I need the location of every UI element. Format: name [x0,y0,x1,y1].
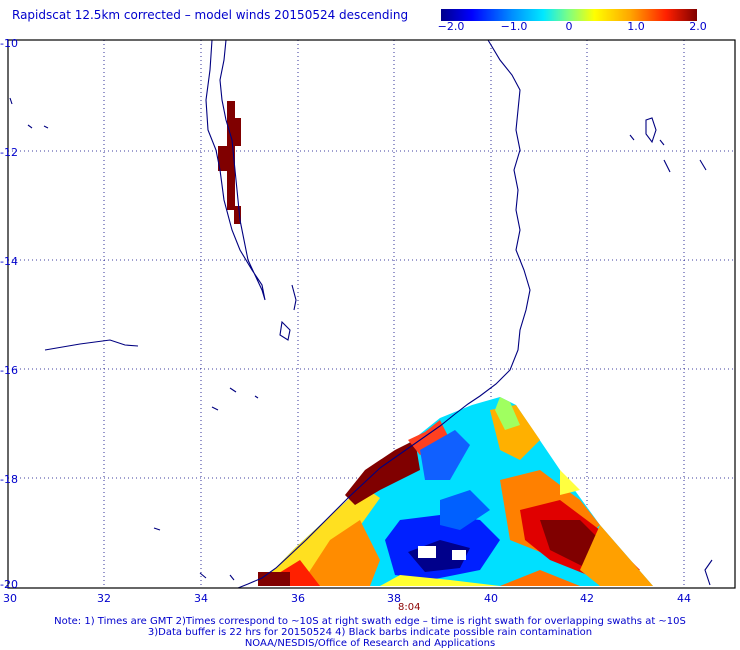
wind-diff-swath [258,397,653,586]
swath-time-label: 8:04 [398,602,421,613]
colorbar-label: 0 [565,20,573,33]
colorbar-label: −2.0 [437,20,465,33]
lon-label: 34 [194,592,208,605]
lon-label: 30 [3,592,17,605]
lat-label: -12 [0,146,18,159]
colorbar-label: 1.0 [627,20,645,33]
lon-label: 44 [677,592,691,605]
lon-label: 38 [387,592,401,605]
lon-label: 42 [580,592,594,605]
note-line-2: 3)Data buffer is 22 hrs for 20150524 4) … [147,627,593,638]
colorbar-label: 2.0 [689,20,707,33]
colorbar-label: −1.0 [500,20,528,33]
map-title: Rapidscat 12.5km corrected – model winds… [12,8,409,22]
lat-label: -20 [0,578,18,591]
lat-label: -18 [0,473,18,486]
footnotes: Note: 1) Times are GMT 2)Times correspon… [0,616,740,649]
lon-label: 32 [97,592,111,605]
lat-label: -14 [0,255,18,268]
lat-label: -16 [0,364,18,377]
wind-diff-north [218,101,241,224]
colorbar [441,9,697,21]
lon-label: 40 [484,592,498,605]
note-line-1: Note: 1) Times are GMT 2)Times correspon… [54,616,686,627]
map-frame [7,39,736,589]
lat-label: -10 [0,37,18,50]
coastlines [9,39,713,589]
note-line-3: NOAA/NESDIS/Office of Research and Appli… [244,638,496,649]
lon-label: 36 [291,592,305,605]
